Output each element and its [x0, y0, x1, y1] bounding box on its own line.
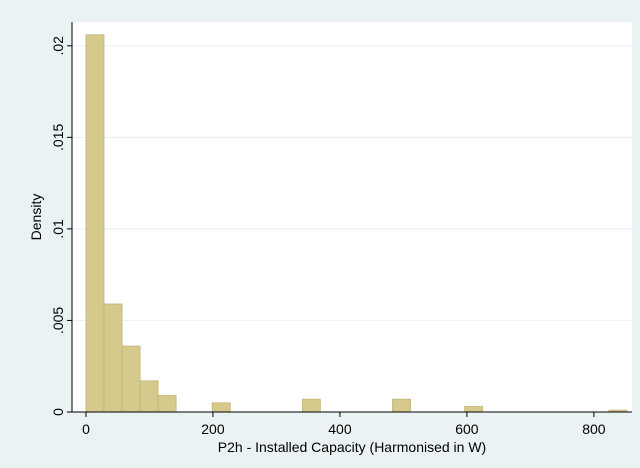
y-tick-label-3: .015 — [50, 124, 66, 151]
y-ticks: 0 .005 .01 .015 .02 — [50, 36, 72, 416]
y-axis-title: Density — [28, 194, 44, 241]
x-axis-title: P2h - Installed Capacity (Harmonised in … — [218, 439, 486, 455]
histogram-bar-1 — [103, 303, 123, 413]
gridlines — [72, 45, 632, 322]
histogram-bar-7 — [392, 398, 411, 413]
histogram-bar-5 — [211, 402, 231, 413]
x-tick-label-4: 800 — [582, 421, 606, 437]
x-tick-label-2: 400 — [328, 421, 352, 437]
x-tick-label-0: 0 — [82, 421, 90, 437]
axes — [71, 22, 632, 413]
y-tick-label-1: .005 — [50, 307, 66, 334]
x-ticks: 0 200 400 600 800 — [82, 412, 606, 437]
y-tick-label-2: .01 — [50, 219, 66, 239]
x-tick-label-3: 600 — [455, 421, 479, 437]
histogram-bar-8 — [464, 406, 484, 413]
plot-area — [72, 22, 632, 412]
histogram-bar-6 — [301, 398, 321, 413]
histogram-bar-0 — [85, 34, 105, 413]
bars — [85, 34, 628, 413]
histogram-bar-3 — [139, 380, 159, 413]
histogram-bar-4 — [157, 395, 177, 413]
histogram-bar-2 — [121, 345, 141, 413]
y-tick-label-4: .02 — [50, 36, 66, 56]
y-tick-label-0: 0 — [50, 408, 66, 416]
x-tick-label-1: 200 — [201, 421, 225, 437]
